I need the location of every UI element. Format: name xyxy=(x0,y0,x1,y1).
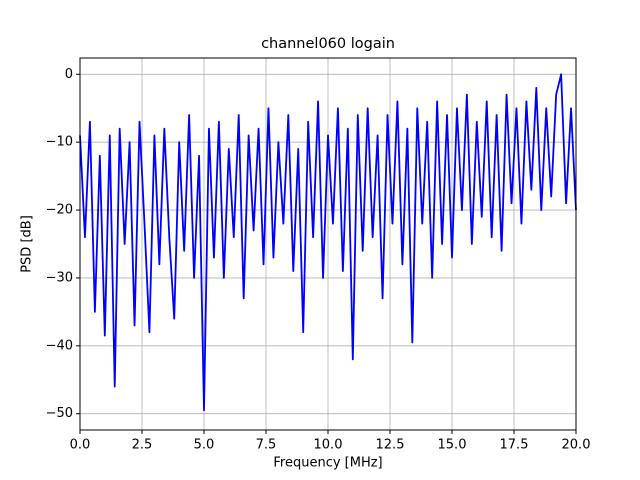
y-tick-label: 0 xyxy=(65,67,73,82)
x-tick-label: 2.5 xyxy=(132,438,153,453)
x-tick-label: 7.5 xyxy=(256,438,277,453)
y-tick-label: −30 xyxy=(46,270,73,285)
psd-line xyxy=(79,73,577,412)
x-tick-label: 17.5 xyxy=(500,438,529,453)
x-tick-label: 15.0 xyxy=(438,438,467,453)
plot-frame xyxy=(79,57,577,431)
x-tick-label: 10.0 xyxy=(314,438,343,453)
y-tick-label: −40 xyxy=(46,338,73,353)
y-tick-label: −10 xyxy=(46,135,73,150)
x-tick-label: 20.0 xyxy=(562,438,591,453)
chart-title: channel060 logain xyxy=(261,36,395,52)
x-tick-label: 0.0 xyxy=(70,438,91,453)
x-tick-label: 12.5 xyxy=(376,438,405,453)
y-tick-label: −20 xyxy=(46,203,73,218)
x-tick-label: 5.0 xyxy=(194,438,215,453)
y-tick-label: −50 xyxy=(46,406,73,421)
x-axis-label: Frequency [MHz] xyxy=(273,456,382,471)
y-axis-label: PSD [dB] xyxy=(20,215,35,273)
